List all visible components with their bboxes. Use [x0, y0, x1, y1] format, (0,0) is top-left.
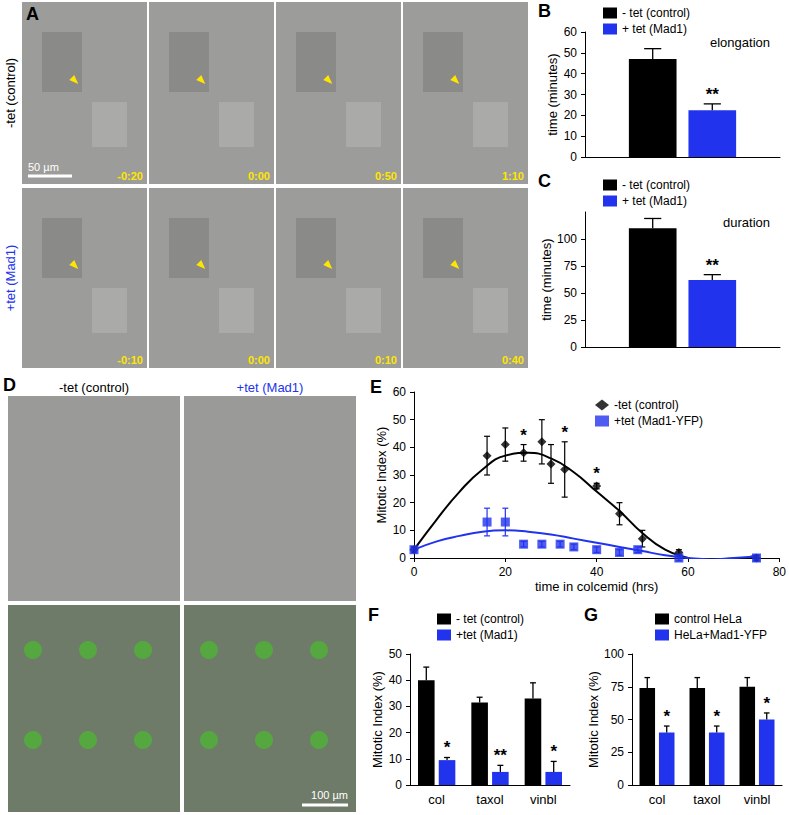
- svg-text:B: B: [538, 1, 551, 21]
- svg-text:*: *: [444, 738, 451, 757]
- svg-text:10: 10: [393, 523, 407, 537]
- svg-text:duration: duration: [723, 215, 770, 230]
- svg-text:0: 0: [570, 340, 577, 354]
- svg-text:- tet (control): - tet (control): [456, 612, 524, 626]
- svg-text:60: 60: [393, 385, 407, 399]
- svg-text:50: 50: [564, 286, 578, 300]
- svg-text:-tet (control): -tet (control): [614, 398, 679, 412]
- svg-text:10: 10: [389, 752, 403, 766]
- svg-text:0:40: 0:40: [502, 354, 524, 366]
- svg-text:0:00: 0:00: [248, 170, 270, 182]
- svg-text:F: F: [368, 605, 379, 625]
- svg-text:C: C: [538, 171, 551, 191]
- svg-text:col: col: [428, 792, 445, 807]
- svg-text:30: 30: [389, 699, 403, 713]
- svg-text:0:50: 0:50: [375, 170, 397, 182]
- svg-text:30: 30: [393, 468, 407, 482]
- svg-text:time (minutes): time (minutes): [539, 238, 554, 320]
- svg-text:col: col: [649, 792, 666, 807]
- svg-text:Mitotic Index (%): Mitotic Index (%): [374, 427, 389, 524]
- svg-text:0: 0: [395, 778, 402, 792]
- svg-text:50: 50: [564, 46, 578, 60]
- svg-text:+tet (Mad1): +tet (Mad1): [237, 380, 304, 395]
- svg-text:20: 20: [564, 108, 578, 122]
- svg-text:0:10: 0:10: [375, 354, 397, 366]
- svg-text:taxol: taxol: [476, 792, 504, 807]
- svg-text:G: G: [584, 605, 598, 625]
- svg-text:*: *: [763, 694, 770, 713]
- svg-text:control HeLa: control HeLa: [674, 612, 742, 626]
- svg-text:20: 20: [389, 726, 403, 740]
- svg-text:-0:20: -0:20: [117, 170, 143, 182]
- svg-text:10: 10: [564, 129, 578, 143]
- svg-text:100: 100: [557, 232, 577, 246]
- svg-text:60: 60: [564, 25, 578, 39]
- svg-text:+tet (Mad1): +tet (Mad1): [3, 245, 18, 312]
- svg-text:vinbl: vinbl: [530, 792, 557, 807]
- svg-text:elongation: elongation: [710, 35, 770, 50]
- svg-text:A: A: [26, 4, 39, 24]
- svg-text:0:00: 0:00: [248, 354, 270, 366]
- svg-text:*: *: [561, 423, 568, 442]
- svg-text:taxol: taxol: [693, 792, 721, 807]
- svg-text:*: *: [713, 707, 720, 726]
- svg-text:50: 50: [393, 413, 407, 427]
- svg-text:1:10: 1:10: [502, 170, 524, 182]
- svg-text:40: 40: [564, 67, 578, 81]
- svg-text:*: *: [520, 426, 527, 445]
- svg-text:60: 60: [681, 565, 695, 579]
- svg-text:20: 20: [393, 496, 407, 510]
- svg-text:20: 20: [499, 565, 513, 579]
- svg-text:75: 75: [564, 259, 578, 273]
- svg-text:*: *: [550, 742, 557, 761]
- svg-text:*: *: [663, 707, 670, 726]
- svg-text:80: 80: [773, 565, 787, 579]
- svg-text:+ tet (Mad1): + tet (Mad1): [622, 194, 687, 208]
- svg-text:**: **: [494, 746, 508, 765]
- svg-text:50: 50: [389, 647, 403, 661]
- svg-text:0: 0: [399, 551, 406, 565]
- svg-text:D: D: [3, 375, 16, 395]
- svg-text:-tet (control): -tet (control): [3, 58, 18, 128]
- svg-text:40: 40: [389, 673, 403, 687]
- svg-text:Mitotic Index (%): Mitotic Index (%): [586, 671, 601, 768]
- svg-text:75: 75: [611, 680, 625, 694]
- svg-text:100: 100: [604, 647, 624, 661]
- svg-text:30: 30: [564, 88, 578, 102]
- svg-text:+ tet (Mad1): + tet (Mad1): [622, 22, 687, 36]
- svg-text:50 µm: 50 µm: [28, 161, 59, 173]
- svg-text:+tet (Mad1): +tet (Mad1): [456, 628, 518, 642]
- svg-text:time in colcemid (hrs): time in colcemid (hrs): [535, 579, 659, 594]
- svg-text:HeLa+Mad1-YFP: HeLa+Mad1-YFP: [674, 628, 767, 642]
- svg-text:time (minutes): time (minutes): [545, 53, 560, 135]
- svg-text:vinbl: vinbl: [744, 792, 771, 807]
- svg-text:100 µm: 100 µm: [311, 789, 348, 801]
- svg-text:0: 0: [570, 150, 577, 164]
- svg-text:*: *: [593, 464, 600, 483]
- svg-text:-tet (control): -tet (control): [59, 380, 129, 395]
- svg-text:- tet (control): - tet (control): [622, 178, 690, 192]
- svg-text:Mitotic Index (%): Mitotic Index (%): [370, 671, 385, 768]
- svg-text:**: **: [706, 85, 720, 104]
- svg-text:E: E: [370, 377, 382, 397]
- svg-text:40: 40: [393, 440, 407, 454]
- svg-text:+tet (Mad1-YFP): +tet (Mad1-YFP): [614, 414, 703, 428]
- svg-text:0: 0: [617, 778, 624, 792]
- svg-text:25: 25: [611, 745, 625, 759]
- svg-text:50: 50: [611, 713, 625, 727]
- svg-text:40: 40: [590, 565, 604, 579]
- svg-text:0: 0: [411, 565, 418, 579]
- svg-text:-0:10: -0:10: [117, 354, 143, 366]
- svg-text:- tet (control): - tet (control): [622, 6, 690, 20]
- svg-text:25: 25: [564, 313, 578, 327]
- svg-text:**: **: [706, 256, 720, 275]
